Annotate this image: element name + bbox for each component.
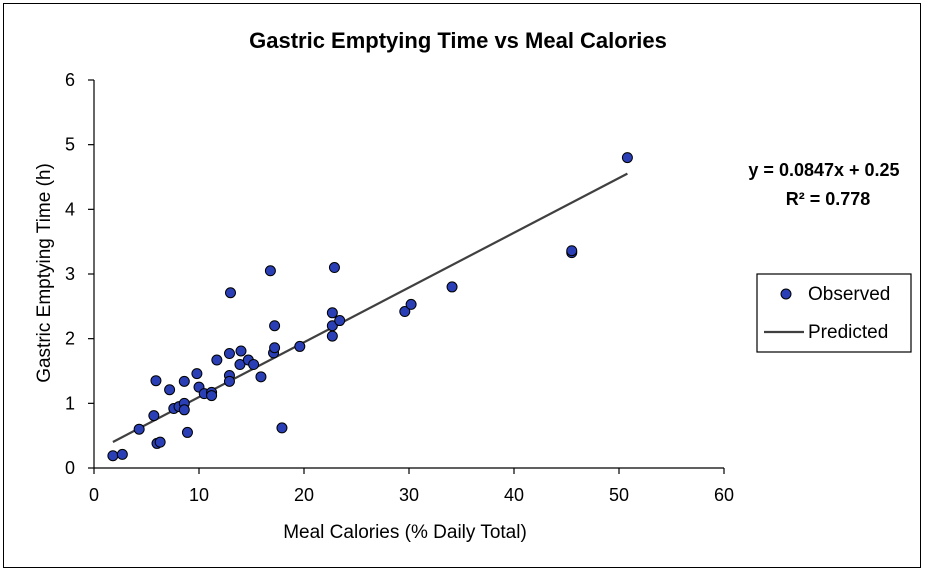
y-tick-label: 5	[65, 135, 75, 155]
data-point	[255, 371, 267, 383]
data-point	[150, 375, 162, 387]
data-point	[269, 342, 281, 354]
data-point	[405, 298, 417, 310]
legend-observed-label: Observed	[808, 284, 890, 305]
x-tick-label: 10	[189, 485, 209, 505]
data-point	[234, 359, 246, 371]
axes	[88, 79, 725, 474]
data-point	[181, 426, 193, 438]
data-point	[566, 245, 578, 257]
y-tick-label: 4	[65, 199, 75, 219]
data-point	[178, 404, 190, 416]
trend-line	[112, 172, 628, 443]
data-point	[276, 422, 288, 434]
y-tick-label: 6	[65, 70, 75, 90]
data-point	[235, 345, 247, 357]
x-tick-label: 50	[609, 485, 629, 505]
data-point	[248, 359, 260, 371]
data-point	[399, 306, 411, 318]
y-axis-label: Gastric Emptying Time (h)	[34, 163, 55, 383]
x-tick-label: 40	[504, 485, 524, 505]
x-axis-label: Meal Calories (% Daily Total)	[283, 522, 527, 543]
data-point	[191, 368, 203, 380]
data-point	[326, 330, 338, 342]
observed-series	[107, 152, 633, 462]
data-point	[294, 340, 306, 352]
x-tick-label: 30	[399, 485, 419, 505]
data-point	[334, 315, 346, 327]
chart-title: Gastric Emptying Time vs Meal Calories	[249, 28, 667, 53]
legend-observed-marker	[780, 288, 792, 300]
y-tick-label: 3	[65, 264, 75, 284]
data-point	[164, 384, 176, 396]
x-tick-label: 0	[89, 485, 99, 505]
r-squared-label: R² = 0.778	[786, 189, 871, 209]
y-tick-labels: 0 1 2 3 4 5 6	[65, 70, 75, 478]
legend: Observed Predicted	[756, 273, 912, 353]
data-point	[264, 265, 276, 277]
data-point	[326, 307, 338, 319]
data-point	[178, 375, 190, 387]
data-point	[269, 320, 281, 332]
x-tick-label: 60	[714, 485, 734, 505]
data-point	[446, 281, 458, 293]
x-tick-label: 20	[294, 485, 314, 505]
data-point	[225, 287, 236, 299]
data-point	[211, 354, 223, 366]
data-point	[148, 410, 160, 422]
regression-equation: y = 0.0847x + 0.25	[748, 160, 899, 180]
y-tick-label: 2	[65, 329, 75, 349]
predicted-series	[112, 172, 628, 443]
y-tick-label: 1	[65, 393, 75, 413]
data-point	[223, 348, 235, 360]
y-tick-label: 0	[65, 458, 75, 478]
data-point	[116, 448, 128, 460]
legend-predicted-label: Predicted	[808, 322, 888, 343]
data-point	[206, 390, 218, 402]
data-point	[154, 436, 166, 448]
data-point	[621, 152, 633, 164]
data-point	[328, 262, 340, 274]
x-tick-labels: 0 10 20 30 40 50 60	[89, 485, 734, 505]
legend-box	[756, 273, 912, 353]
data-point	[223, 375, 235, 387]
data-point	[107, 450, 119, 462]
data-point	[133, 423, 145, 435]
